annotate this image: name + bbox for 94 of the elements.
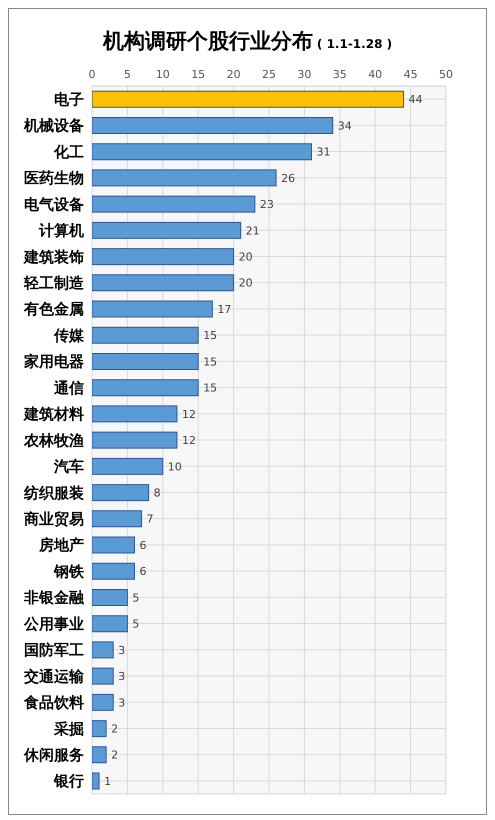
bar	[92, 196, 256, 213]
data-label: 31	[316, 146, 330, 159]
y-tick-label: 轻工制造	[23, 274, 85, 292]
data-label: 15	[203, 355, 218, 368]
y-tick-label: 国防军工	[24, 641, 84, 660]
bar	[92, 458, 164, 475]
bar	[92, 222, 242, 239]
x-tick-label: 15	[191, 68, 206, 81]
y-tick-label: 电子	[54, 90, 84, 108]
y-tick-label: 非银金融	[23, 588, 85, 607]
x-tick-label: 40	[368, 68, 382, 81]
data-label: 6	[139, 538, 146, 552]
y-tick-label: 计算机	[38, 222, 84, 240]
x-tick-label: 50	[439, 68, 453, 81]
y-tick-label: 银行	[53, 772, 84, 790]
chart-subtitle: ( 1.1-1.28 )	[316, 37, 392, 51]
data-label: 6	[139, 565, 146, 578]
data-label: 23	[260, 198, 274, 212]
data-label: 44	[408, 93, 423, 106]
data-label: 2	[111, 722, 118, 736]
bar	[92, 300, 213, 318]
bar	[92, 694, 114, 711]
data-label: 1	[104, 774, 112, 788]
bar	[92, 405, 178, 422]
data-label: 12	[182, 434, 196, 448]
y-tick-label: 钢铁	[53, 562, 85, 580]
bar	[92, 379, 199, 396]
bar	[92, 720, 107, 738]
bar	[92, 746, 107, 764]
bar	[92, 116, 334, 134]
data-label: 5	[132, 618, 140, 631]
y-tick-label: 公用事业	[23, 614, 84, 633]
data-label: 21	[246, 224, 260, 238]
bar	[92, 484, 150, 502]
y-tick-label: 电气设备	[24, 195, 84, 214]
bar	[92, 562, 135, 580]
data-label: 3	[118, 696, 126, 710]
bar	[92, 352, 199, 370]
data-label: 12	[182, 408, 196, 421]
bar	[92, 772, 100, 790]
bar	[92, 90, 404, 108]
x-tick-label: 30	[297, 68, 312, 81]
y-tick-label: 有色金属	[23, 300, 84, 318]
y-tick-label: 家用电器	[23, 352, 84, 371]
data-label: 10	[168, 460, 182, 474]
bar	[92, 248, 234, 266]
y-tick-label: 传媒	[53, 326, 85, 344]
data-label: 15	[203, 382, 218, 395]
data-label: 17	[217, 302, 232, 316]
x-tick-label: 35	[332, 68, 347, 81]
y-tick-label: 建筑材料	[23, 405, 84, 424]
y-tick-label: 农林牧渔	[23, 431, 84, 450]
bar	[92, 326, 199, 344]
x-tick-label: 10	[156, 68, 170, 81]
bar	[92, 641, 114, 658]
data-label: 7	[146, 512, 154, 526]
data-label: 20	[238, 276, 253, 290]
data-label: 15	[203, 329, 218, 342]
bar	[92, 143, 312, 160]
bar	[92, 588, 128, 606]
y-tick-label: 纺织服装	[23, 484, 84, 502]
y-tick-label: 通信	[53, 378, 84, 397]
data-label: 3	[118, 644, 126, 657]
data-label: 2	[111, 748, 118, 762]
y-tick-label: 医药生物	[24, 169, 84, 188]
y-tick-label: 建筑装饰	[23, 248, 84, 266]
y-tick-label: 汽车	[53, 458, 84, 476]
y-tick-label: 交通运输	[23, 667, 85, 686]
x-tick-label: 5	[124, 68, 131, 81]
y-tick-label: 食品饮料	[23, 694, 84, 712]
data-label: 26	[281, 172, 296, 185]
y-tick-label: 房地产	[38, 536, 84, 554]
data-label: 20	[238, 250, 253, 264]
bar	[92, 668, 114, 685]
y-tick-label: 化工	[53, 142, 84, 161]
bar	[92, 615, 128, 632]
y-tick-label: 采掘	[53, 720, 84, 738]
x-tick-label: 45	[404, 68, 418, 81]
chart-title: 机构调研个股行业分布	[102, 29, 313, 53]
x-tick-label: 0	[88, 68, 96, 81]
x-tick-label: 25	[262, 68, 276, 81]
data-label: 5	[132, 591, 140, 604]
data-label: 34	[338, 119, 352, 132]
y-tick-label: 休闲服务	[23, 746, 84, 764]
y-tick-label: 机械设备	[23, 116, 84, 135]
bar	[92, 510, 142, 528]
data-label: 3	[118, 670, 126, 684]
bar	[92, 169, 277, 186]
bar	[92, 536, 135, 554]
bar	[92, 432, 178, 449]
data-label: 8	[154, 486, 161, 500]
x-tick-label: 20	[226, 68, 241, 81]
y-tick-label: 商业贸易	[23, 510, 84, 528]
bar	[92, 274, 234, 292]
